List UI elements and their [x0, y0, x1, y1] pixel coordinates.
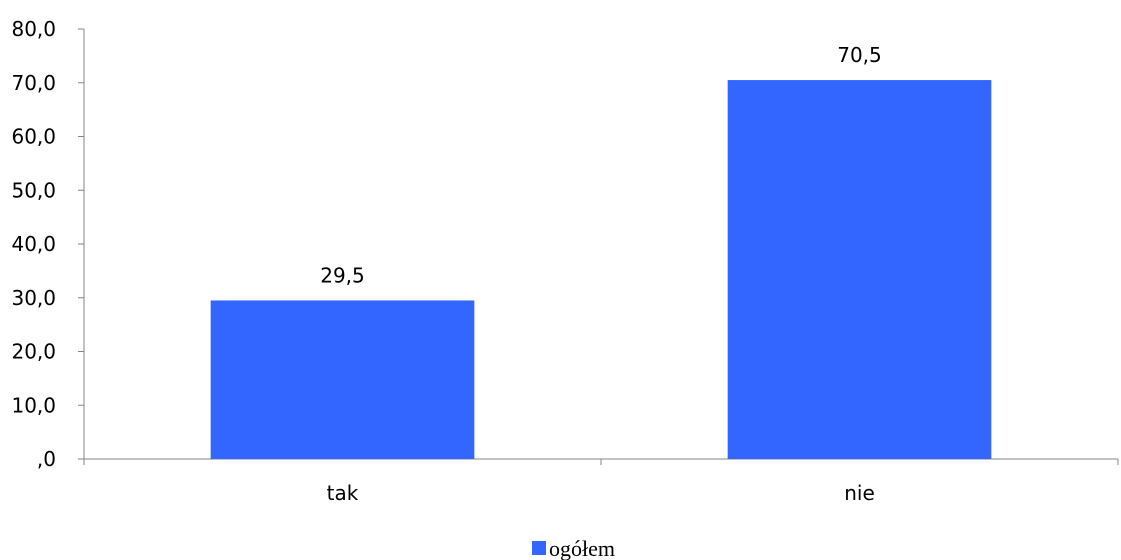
y-tick-label: 10,0 — [11, 393, 56, 417]
y-tick-label: 40,0 — [11, 232, 56, 256]
y-axis: ,0 10,0 20,0 30,0 40,0 50,0 60,0 70,0 80,0 — [11, 17, 85, 471]
x-category-label: nie — [844, 481, 875, 505]
legend: ogółem — [532, 536, 615, 560]
y-tick-label: 70,0 — [11, 71, 56, 95]
y-tick-label: 30,0 — [11, 286, 56, 310]
bar-nie — [727, 80, 992, 459]
x-category-label: tak — [327, 481, 359, 505]
legend-label: ogółem — [549, 536, 615, 560]
data-labels: 29,5 70,5 — [320, 43, 882, 287]
bar-series — [210, 80, 992, 459]
x-axis: tak nie — [83, 458, 1119, 505]
y-tick-label: ,0 — [37, 447, 56, 471]
y-tick-label: 20,0 — [11, 340, 56, 364]
legend-swatch — [532, 541, 546, 555]
bar-tak — [210, 300, 475, 459]
y-tick-label: 60,0 — [11, 125, 56, 149]
y-tick-label: 80,0 — [11, 17, 56, 41]
y-tick-label: 50,0 — [11, 178, 56, 202]
data-label: 70,5 — [837, 43, 882, 67]
data-label: 29,5 — [320, 263, 365, 287]
